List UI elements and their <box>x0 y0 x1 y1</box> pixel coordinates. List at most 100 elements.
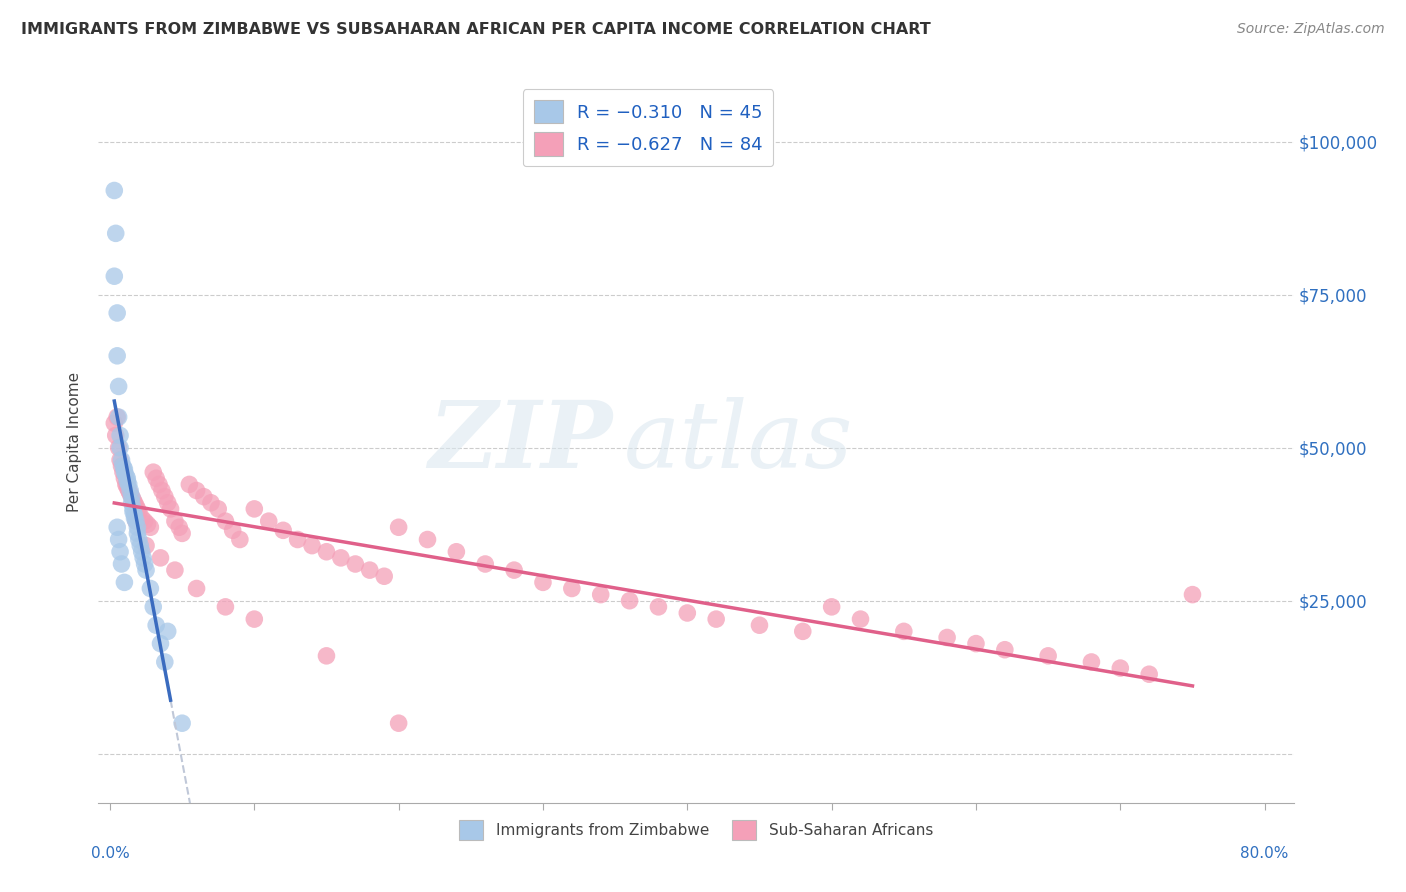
Point <box>122 502 145 516</box>
Point <box>107 533 129 547</box>
Point <box>105 410 128 425</box>
Point <box>108 545 131 559</box>
Y-axis label: Per Capita Income: Per Capita Income <box>67 371 83 512</box>
Point <box>163 563 186 577</box>
Point <box>619 593 641 607</box>
Point <box>132 550 155 565</box>
Point <box>207 502 229 516</box>
Point <box>131 545 153 559</box>
Point <box>287 533 309 547</box>
Point <box>388 520 411 534</box>
Point <box>110 557 132 571</box>
Point <box>1109 661 1132 675</box>
Point <box>111 458 134 473</box>
Point <box>153 655 176 669</box>
Point <box>124 508 146 522</box>
Point <box>820 599 842 614</box>
Point <box>416 533 439 547</box>
Point <box>125 514 148 528</box>
Point <box>135 563 157 577</box>
Point <box>373 569 395 583</box>
Text: IMMIGRANTS FROM ZIMBABWE VS SUBSAHARAN AFRICAN PER CAPITA INCOME CORRELATION CHA: IMMIGRANTS FROM ZIMBABWE VS SUBSAHARAN A… <box>21 22 931 37</box>
Point <box>148 477 170 491</box>
Point <box>589 588 612 602</box>
Point <box>139 520 162 534</box>
Point <box>128 533 150 547</box>
Point <box>149 637 172 651</box>
Point <box>125 499 148 513</box>
Point <box>142 599 165 614</box>
Point <box>221 524 243 538</box>
Point <box>893 624 915 639</box>
Point <box>125 514 148 528</box>
Point <box>1080 655 1102 669</box>
Point <box>117 477 139 491</box>
Point <box>257 514 280 528</box>
Point <box>108 441 131 455</box>
Point <box>128 505 150 519</box>
Point <box>107 379 129 393</box>
Point <box>120 483 142 498</box>
Point <box>127 502 149 516</box>
Point <box>792 624 814 639</box>
Point <box>136 517 159 532</box>
Point <box>676 606 699 620</box>
Point <box>115 477 138 491</box>
Point <box>647 599 669 614</box>
Point <box>134 514 156 528</box>
Point <box>172 526 194 541</box>
Point <box>186 483 208 498</box>
Point <box>134 557 156 571</box>
Point <box>446 545 468 559</box>
Point <box>503 563 526 577</box>
Point <box>104 428 127 442</box>
Point <box>112 465 135 479</box>
Point <box>112 575 135 590</box>
Point <box>103 416 125 430</box>
Point <box>153 490 176 504</box>
Point <box>301 539 323 553</box>
Point <box>193 490 215 504</box>
Point <box>163 514 186 528</box>
Point <box>271 524 294 538</box>
Text: ZIP: ZIP <box>427 397 613 486</box>
Point <box>474 557 496 571</box>
Point <box>142 465 165 479</box>
Point <box>120 486 142 500</box>
Point <box>110 458 132 473</box>
Point <box>112 462 135 476</box>
Point <box>110 453 132 467</box>
Point <box>131 511 153 525</box>
Point <box>145 471 167 485</box>
Point <box>135 539 157 553</box>
Point <box>156 624 179 639</box>
Point <box>139 582 162 596</box>
Point <box>315 648 337 663</box>
Point <box>105 349 128 363</box>
Point <box>156 496 179 510</box>
Point <box>117 475 139 489</box>
Text: 80.0%: 80.0% <box>1240 846 1289 861</box>
Point <box>388 716 411 731</box>
Point <box>159 502 181 516</box>
Point <box>704 612 727 626</box>
Point <box>229 533 252 547</box>
Point <box>111 465 134 479</box>
Point <box>117 471 139 485</box>
Point <box>122 492 145 507</box>
Point <box>172 716 194 731</box>
Point <box>107 410 129 425</box>
Point <box>359 563 381 577</box>
Point <box>1137 667 1160 681</box>
Point <box>531 575 554 590</box>
Point <box>122 505 145 519</box>
Point <box>936 631 959 645</box>
Point <box>1181 588 1204 602</box>
Point <box>994 642 1017 657</box>
Point <box>329 550 352 565</box>
Point <box>105 520 128 534</box>
Point <box>150 483 173 498</box>
Point <box>315 545 337 559</box>
Point <box>849 612 872 626</box>
Point <box>200 496 222 510</box>
